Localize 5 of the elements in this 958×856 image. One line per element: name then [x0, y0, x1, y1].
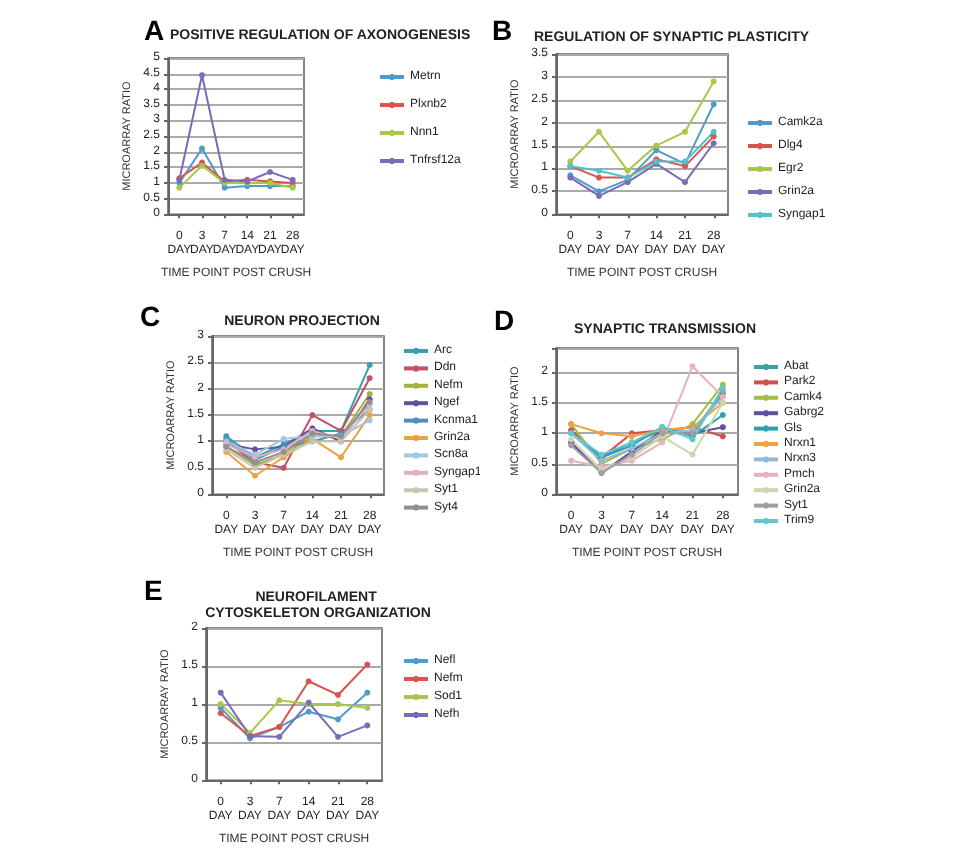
text: D	[494, 304, 515, 336]
text: A	[144, 14, 165, 46]
text: C	[140, 300, 161, 332]
text: B	[492, 14, 513, 46]
text: E	[144, 574, 163, 606]
